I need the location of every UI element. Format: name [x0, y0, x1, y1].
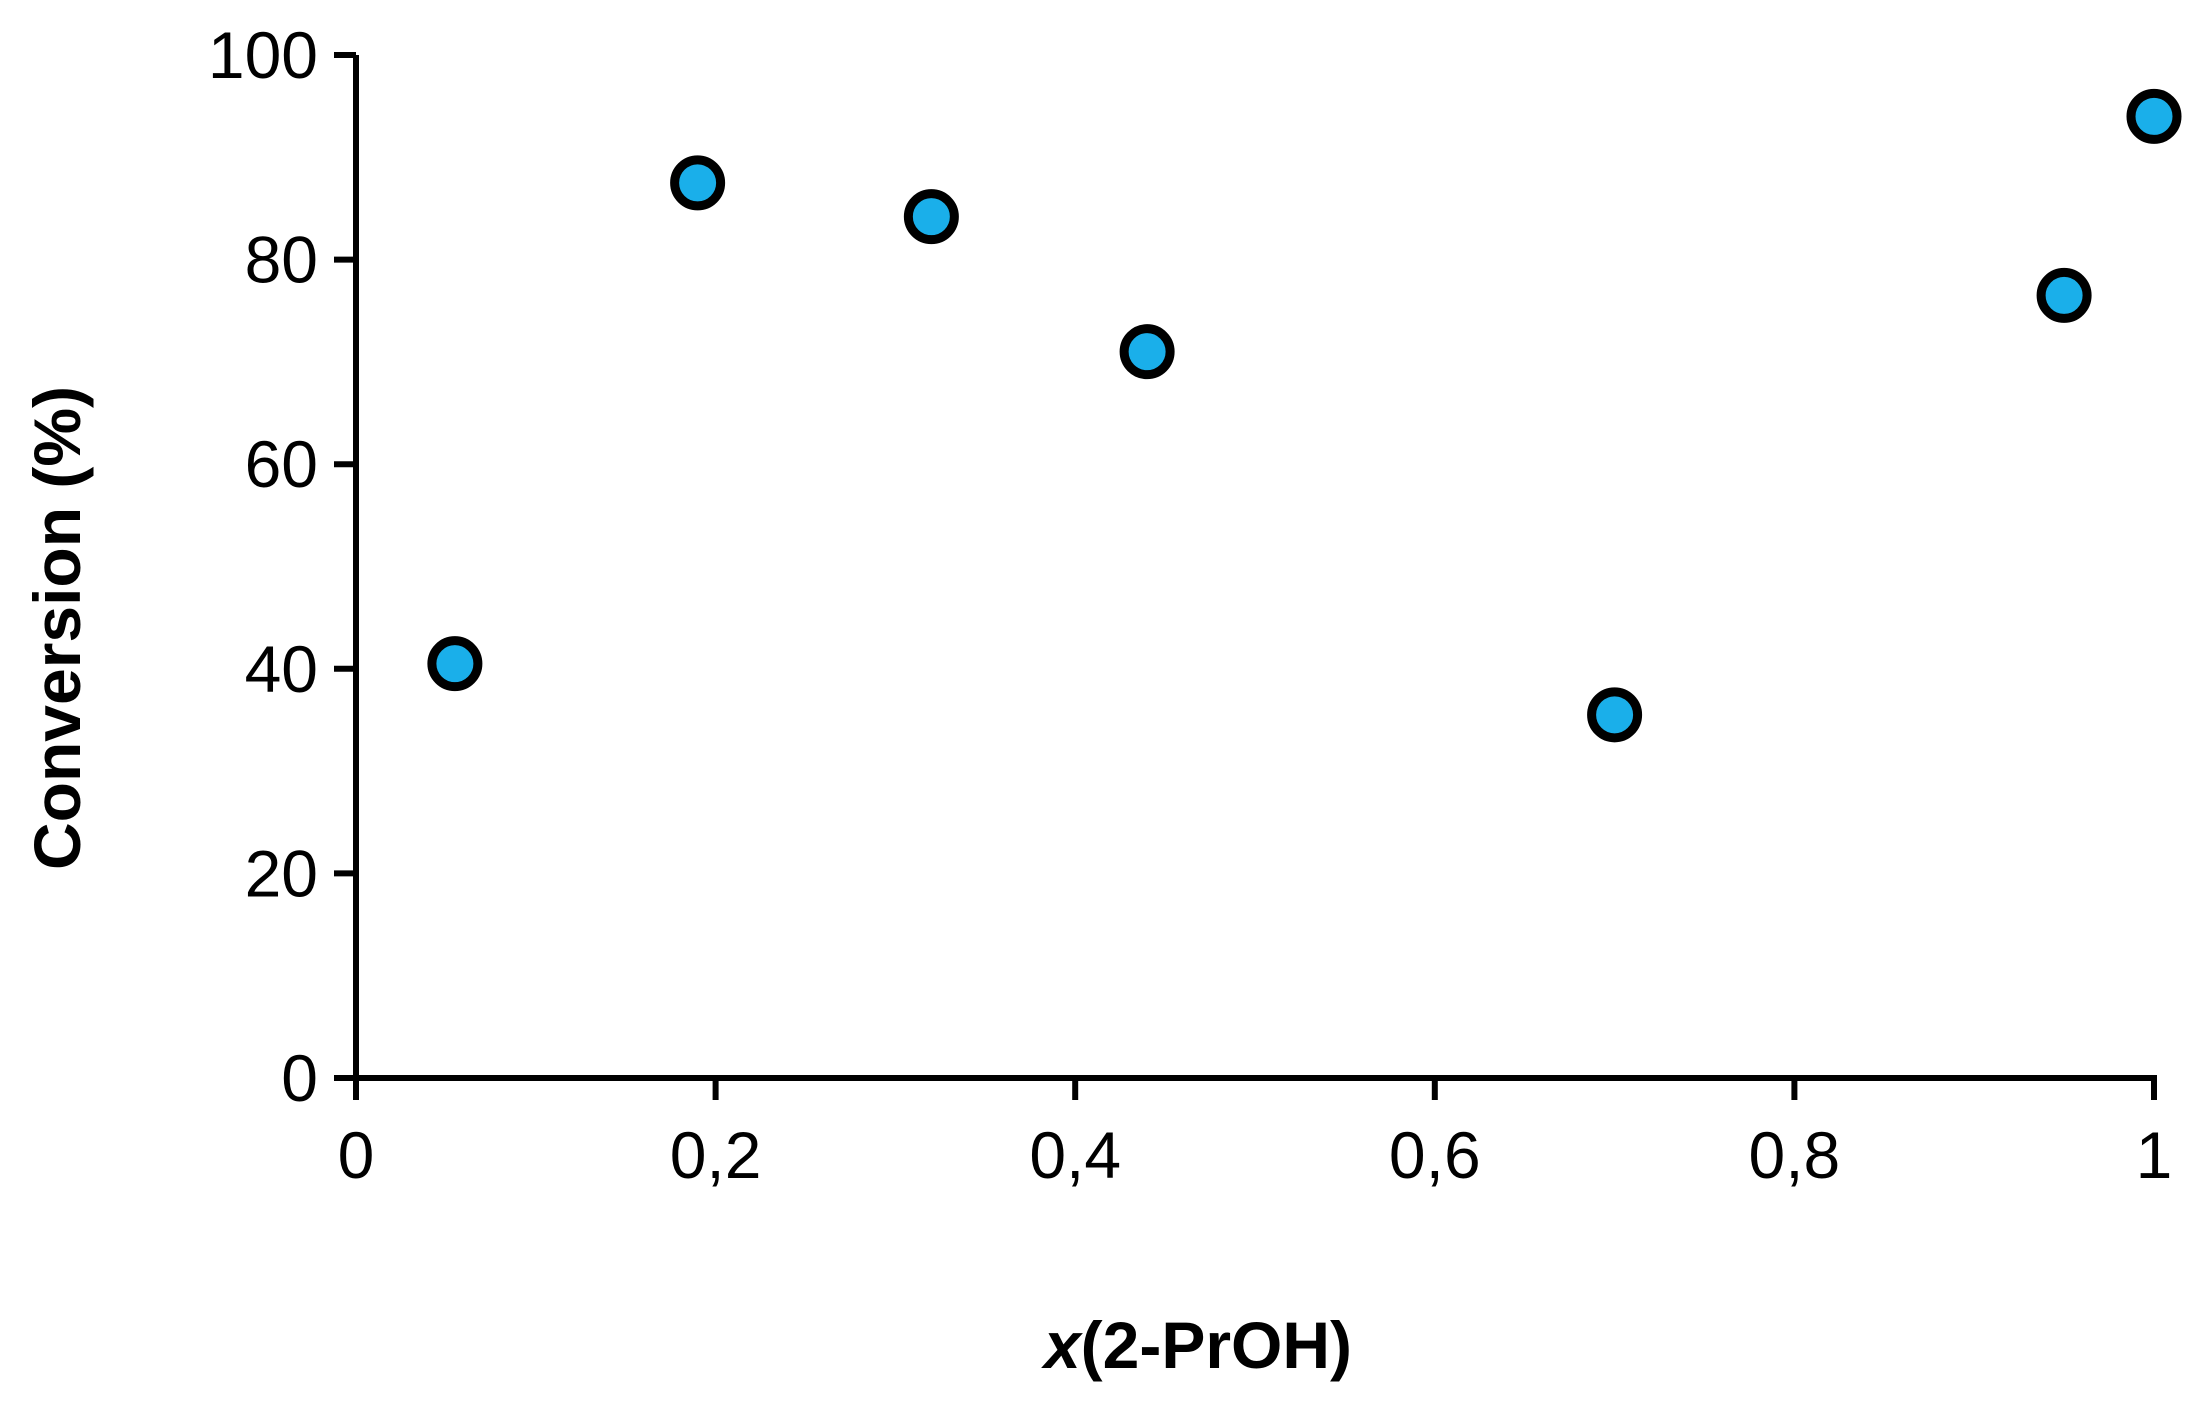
data-point: [2036, 267, 2092, 323]
x-tick-label: 0,2: [670, 1118, 762, 1192]
x-axis-title-rest: (2-PrOH): [1081, 1308, 1352, 1382]
data-point: [1587, 687, 1643, 743]
x-tick-label: 1: [2136, 1118, 2173, 1192]
x-axis-ticks: 0 0,2 0,4 0,6 0,8 1: [338, 1078, 2173, 1192]
y-axis-title: Conversion (%): [20, 386, 94, 870]
y-tick-label: 60: [245, 427, 318, 501]
data-point: [1119, 324, 1175, 380]
data-point: [903, 189, 959, 245]
y-tick-label: 80: [245, 223, 318, 297]
data-point: [670, 155, 726, 211]
y-axis-ticks: 0 20 40 60 80 100: [208, 18, 356, 1115]
data-point: [427, 636, 483, 692]
y-tick-label: 0: [281, 1041, 318, 1115]
x-tick-label: 0,4: [1029, 1118, 1121, 1192]
x-axis-title-variable: x: [1041, 1308, 1083, 1382]
y-tick-label: 100: [208, 18, 318, 92]
data-points: [427, 88, 2182, 743]
y-tick-label: 20: [245, 836, 318, 910]
y-tick-label: 40: [245, 632, 318, 706]
x-tick-label: 0: [338, 1118, 375, 1192]
data-point: [2126, 88, 2182, 144]
x-axis-title: x(2-PrOH): [1041, 1308, 1352, 1382]
x-tick-label: 0,8: [1749, 1118, 1841, 1192]
x-tick-label: 0,6: [1389, 1118, 1481, 1192]
